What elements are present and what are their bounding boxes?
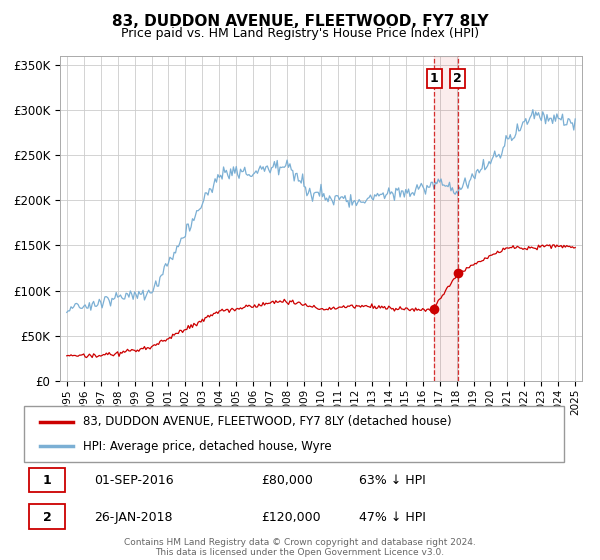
Text: 1: 1 (43, 474, 52, 487)
Text: 1: 1 (430, 72, 439, 85)
Bar (434, 56, 458, 381)
Text: 63% ↓ HPI: 63% ↓ HPI (359, 474, 425, 487)
Text: Price paid vs. HM Land Registry's House Price Index (HPI): Price paid vs. HM Land Registry's House … (121, 27, 479, 40)
Text: 83, DUDDON AVENUE, FLEETWOOD, FY7 8LY: 83, DUDDON AVENUE, FLEETWOOD, FY7 8LY (112, 14, 488, 29)
Text: 01-SEP-2016: 01-SEP-2016 (94, 474, 174, 487)
Text: 47% ↓ HPI: 47% ↓ HPI (359, 511, 425, 524)
FancyBboxPatch shape (29, 468, 65, 492)
Text: £80,000: £80,000 (262, 474, 313, 487)
Text: 83, DUDDON AVENUE, FLEETWOOD, FY7 8LY (detached house): 83, DUDDON AVENUE, FLEETWOOD, FY7 8LY (d… (83, 415, 452, 428)
FancyBboxPatch shape (29, 504, 65, 529)
Text: 2: 2 (43, 511, 52, 524)
FancyBboxPatch shape (24, 406, 564, 462)
Text: 2: 2 (454, 72, 462, 85)
Text: £120,000: £120,000 (262, 511, 321, 524)
Text: HPI: Average price, detached house, Wyre: HPI: Average price, detached house, Wyre (83, 440, 332, 453)
Text: Contains HM Land Registry data © Crown copyright and database right 2024.
This d: Contains HM Land Registry data © Crown c… (124, 538, 476, 557)
Text: 26-JAN-2018: 26-JAN-2018 (94, 511, 173, 524)
